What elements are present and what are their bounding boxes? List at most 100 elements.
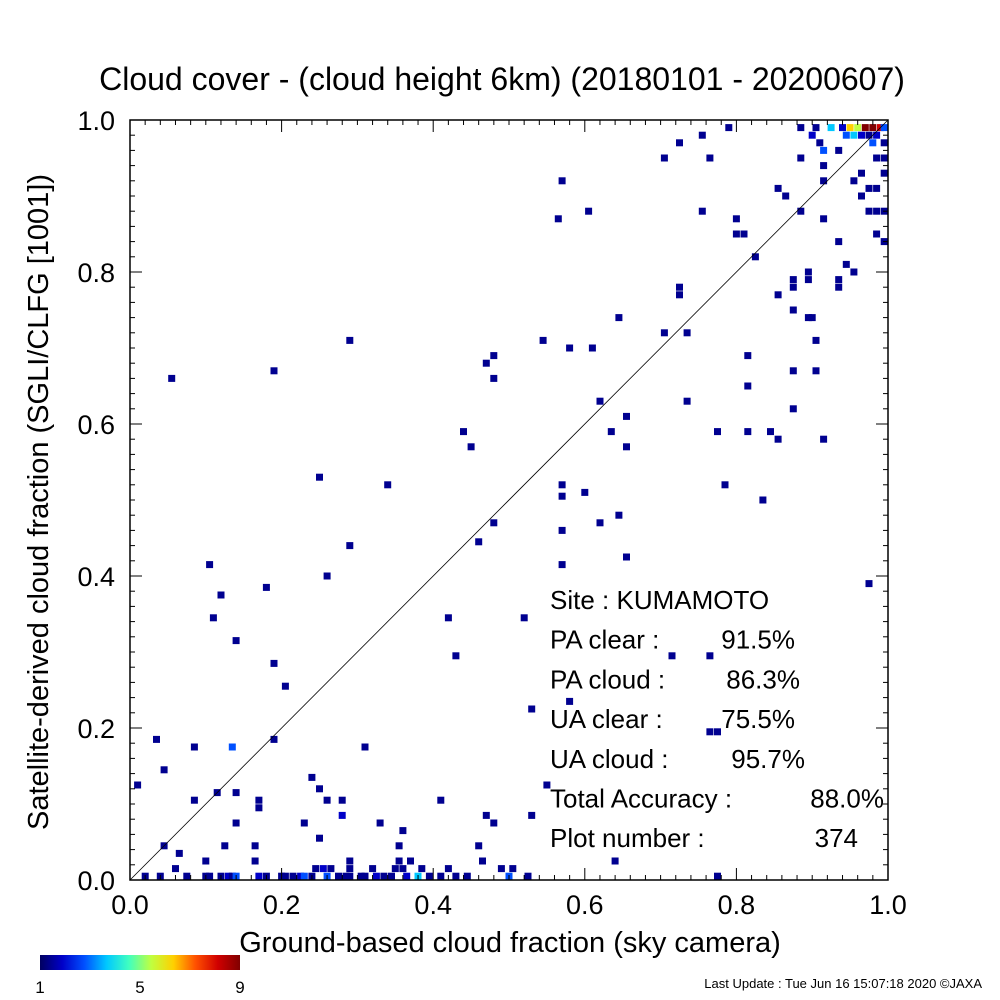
data-cell bbox=[846, 124, 854, 132]
data-cell bbox=[835, 146, 843, 154]
data-cell bbox=[255, 796, 263, 804]
stat-value: 95.7% bbox=[731, 744, 805, 774]
data-cell bbox=[880, 169, 888, 177]
data-cell bbox=[744, 428, 752, 436]
data-cell bbox=[820, 215, 828, 223]
x-tick-label: 0.2 bbox=[263, 890, 301, 920]
y-tick-label: 0.4 bbox=[77, 562, 115, 592]
tick-marks bbox=[129, 119, 889, 881]
data-cell bbox=[262, 583, 270, 591]
data-cell bbox=[255, 872, 263, 880]
data-cell bbox=[850, 268, 858, 276]
data-cell bbox=[475, 538, 483, 546]
data-cell bbox=[316, 473, 323, 481]
data-cell bbox=[596, 397, 604, 405]
data-cell bbox=[384, 481, 392, 489]
data-cell bbox=[820, 435, 828, 443]
data-cell bbox=[380, 872, 388, 880]
y-tick-label: 0.6 bbox=[77, 410, 115, 440]
data-cell bbox=[706, 154, 714, 162]
data-cell bbox=[789, 405, 797, 413]
x-axis-label: Ground-based cloud fraction (sky camera) bbox=[239, 927, 781, 959]
data-cell bbox=[566, 697, 574, 705]
data-cell bbox=[721, 481, 729, 489]
data-cell bbox=[323, 572, 331, 580]
data-cell bbox=[524, 872, 532, 880]
data-cell bbox=[407, 857, 414, 865]
data-cell bbox=[873, 131, 881, 139]
data-cell bbox=[346, 542, 354, 550]
data-cell bbox=[774, 435, 782, 443]
y-tick-label: 0.0 bbox=[77, 866, 115, 896]
stat-label: Total Accuracy : bbox=[550, 784, 732, 814]
data-cell bbox=[437, 872, 445, 880]
data-cell bbox=[206, 872, 214, 880]
data-cell bbox=[190, 796, 198, 804]
data-cell bbox=[346, 336, 354, 344]
data-cell bbox=[858, 169, 865, 177]
data-cell bbox=[820, 177, 828, 185]
data-cell bbox=[660, 154, 668, 162]
data-cell bbox=[835, 276, 843, 284]
data-cell bbox=[289, 872, 297, 880]
data-cell bbox=[297, 872, 305, 880]
data-cell bbox=[861, 124, 869, 132]
data-cell bbox=[232, 789, 240, 797]
data-cell bbox=[175, 849, 183, 857]
data-cell bbox=[452, 872, 460, 880]
stat-value: 374 bbox=[815, 823, 858, 853]
colorbar-tick-label: 9 bbox=[235, 978, 244, 997]
data-cell bbox=[880, 139, 888, 147]
x-tick-label: 1.0 bbox=[869, 890, 907, 920]
data-cell bbox=[312, 865, 320, 873]
data-cell bbox=[789, 367, 797, 375]
y-tick-labels: 0.0 0.2 0.4 0.6 0.8 1.0 bbox=[77, 106, 115, 896]
data-cell bbox=[482, 811, 490, 819]
stat-label: Plot number : bbox=[550, 823, 705, 853]
data-cell bbox=[232, 819, 240, 827]
data-cell bbox=[732, 230, 740, 238]
data-cell bbox=[660, 329, 668, 337]
data-cell bbox=[460, 428, 467, 436]
data-cell bbox=[835, 238, 843, 246]
data-cell bbox=[581, 488, 589, 496]
data-cell bbox=[816, 139, 824, 147]
data-cell bbox=[751, 253, 759, 261]
last-update-text: Last Update : Tue Jun 16 15:07:18 2020 ©… bbox=[704, 976, 982, 991]
data-cell bbox=[812, 367, 820, 375]
data-cell bbox=[804, 314, 812, 322]
data-cell bbox=[812, 124, 820, 132]
data-cell bbox=[270, 367, 278, 375]
stat-value: 88.0% bbox=[810, 784, 884, 814]
data-cell bbox=[740, 230, 748, 238]
data-cell bbox=[873, 230, 881, 238]
data-cell bbox=[308, 773, 316, 781]
data-cell bbox=[676, 291, 683, 299]
data-cell bbox=[808, 131, 816, 139]
data-cell bbox=[850, 131, 858, 139]
data-cell bbox=[206, 561, 214, 569]
stat-label: Site : KUMAMOTO bbox=[550, 585, 769, 615]
data-cell bbox=[558, 526, 566, 534]
data-cell bbox=[767, 428, 774, 436]
colorbar-tick-label: 5 bbox=[135, 978, 144, 997]
data-cell bbox=[827, 124, 835, 132]
data-cell bbox=[725, 124, 733, 132]
data-cell bbox=[221, 842, 229, 850]
data-cell bbox=[369, 865, 377, 873]
data-cell bbox=[759, 496, 767, 504]
data-cell bbox=[714, 728, 721, 736]
data-cell bbox=[539, 336, 547, 344]
data-cell bbox=[854, 124, 862, 132]
data-cell bbox=[543, 781, 551, 789]
data-cell bbox=[300, 819, 308, 827]
data-cell bbox=[490, 374, 498, 382]
colorbar-tick-labels: 1 5 9 bbox=[35, 978, 244, 997]
data-cell bbox=[490, 819, 498, 827]
data-cell bbox=[372, 872, 380, 880]
data-cell bbox=[714, 872, 721, 880]
data-cell bbox=[623, 412, 630, 420]
data-cell bbox=[528, 811, 536, 819]
data-cell bbox=[858, 131, 865, 139]
